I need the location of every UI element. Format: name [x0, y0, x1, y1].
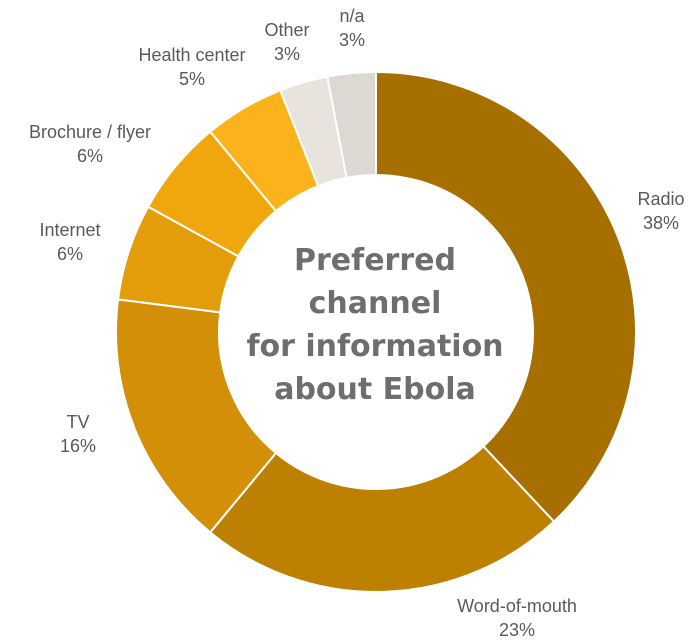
slice-name-radio: Radio	[637, 189, 684, 209]
slice-value-radio: 38%	[643, 213, 679, 233]
slice-name-health-center: Health center	[138, 45, 245, 65]
slice-labels: Radio 38%Word-of-mouth 23%TV 16%Internet 6%B…	[29, 6, 685, 640]
slice-label-other: Other 3%	[264, 20, 309, 64]
slice-name-internet: Internet	[39, 220, 100, 240]
slice-value-internet: 6%	[57, 244, 83, 264]
slice-radio	[375, 70, 637, 523]
slice-value-tv: 16%	[60, 436, 96, 456]
slice-name-word-of-mouth: Word-of-mouth	[457, 596, 577, 616]
chart-title-line-2: channel	[309, 286, 442, 321]
slice-name-n-a: n/a	[339, 6, 365, 26]
slice-label-n-a: n/a 3%	[339, 6, 366, 50]
chart-title-line-3: for information	[246, 329, 503, 364]
slice-value-other: 3%	[274, 44, 300, 64]
slice-name-brochure-flyer: Brochure / flyer	[29, 122, 151, 142]
slice-n-a	[326, 70, 377, 179]
slice-label-brochure-flyer: Brochure / flyer 6%	[29, 122, 151, 166]
slice-value-brochure-flyer: 6%	[77, 146, 103, 166]
slice-value-word-of-mouth: 23%	[499, 620, 535, 640]
slice-value-n-a: 3%	[339, 30, 365, 50]
slice-label-tv: TV 16%	[60, 412, 96, 456]
donut-slices	[115, 70, 637, 593]
chart-title-line-4: about Ebola	[274, 372, 476, 407]
chart-title-line-1: Preferred	[294, 243, 456, 278]
slice-label-internet: Internet 6%	[39, 220, 100, 264]
slice-name-tv: TV	[66, 412, 89, 432]
slice-label-radio: Radio 38%	[637, 189, 684, 233]
slice-value-health-center: 5%	[179, 69, 205, 89]
slice-name-other: Other	[264, 20, 309, 40]
slice-label-word-of-mouth: Word-of-mouth 23%	[457, 596, 577, 640]
slice-word-of-mouth	[208, 445, 556, 593]
slice-label-health-center: Health center 5%	[138, 45, 245, 89]
